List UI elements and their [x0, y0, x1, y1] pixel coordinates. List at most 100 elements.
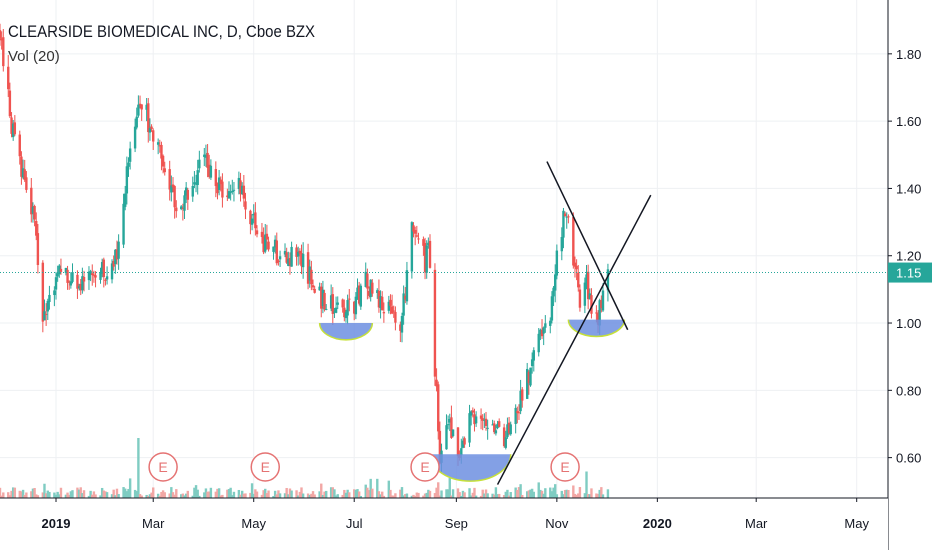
volume-bar: [353, 489, 356, 498]
candle-body: [296, 251, 300, 257]
price-tick-label: 1.00: [896, 316, 921, 331]
candle: [145, 98, 148, 122]
earnings-marker[interactable]: [250, 452, 280, 482]
candle-body: [422, 239, 425, 246]
volume-bar: [542, 493, 545, 498]
candle-body: [10, 117, 13, 134]
candle: [367, 286, 371, 299]
candle-body: [483, 419, 486, 421]
volume-bar: [412, 494, 415, 498]
candle: [359, 283, 363, 310]
candle: [595, 305, 598, 323]
volume-bar: [43, 483, 46, 498]
candle: [483, 413, 486, 429]
volume-bar: [53, 492, 56, 498]
volume-bar: [58, 494, 61, 498]
candle-body: [585, 274, 588, 286]
candle-body: [186, 189, 190, 200]
volume-bar: [64, 494, 68, 498]
volume-bar: [565, 489, 568, 498]
candle-body: [371, 282, 374, 294]
candle: [560, 227, 563, 261]
candle: [229, 184, 232, 201]
volume-bar: [450, 495, 453, 498]
volume-bar: [193, 487, 196, 498]
candle: [264, 224, 267, 254]
candle-body: [423, 243, 427, 273]
volume-bar: [333, 489, 336, 498]
volume-bar: [502, 495, 506, 498]
candle: [325, 304, 328, 311]
volume-bar: [446, 489, 450, 498]
candle-body: [521, 389, 524, 401]
candle: [242, 175, 246, 207]
volume-bar: [552, 487, 555, 498]
volume-bar: [77, 489, 81, 498]
candle: [484, 411, 488, 431]
candle-body: [525, 368, 529, 399]
candle: [530, 352, 534, 374]
candle-body: [160, 144, 163, 159]
candle: [30, 177, 33, 223]
volume-bar: [550, 491, 554, 498]
candle-body: [486, 427, 489, 429]
volume-bar: [415, 492, 419, 498]
rounded-bottom-fill: [429, 454, 511, 482]
candle-body: [23, 169, 26, 180]
volume-bar: [30, 491, 33, 498]
candle: [486, 419, 489, 440]
candle: [348, 289, 351, 312]
candle-body: [341, 299, 344, 308]
candle-body: [203, 154, 206, 157]
trendlines[interactable]: [496, 161, 652, 485]
candle: [150, 124, 153, 132]
price-axis[interactable]: 0.60 0.80 1.00 1.20 1.40 1.60 1.80 1.15: [887, 0, 932, 550]
candle-body: [147, 103, 150, 133]
earnings-marker[interactable]: [550, 452, 580, 482]
candle: [67, 280, 71, 290]
candle: [334, 296, 338, 314]
candle-body: [31, 206, 35, 214]
candle-body: [133, 126, 137, 149]
candle: [506, 417, 509, 439]
earnings-marker[interactable]: [148, 452, 178, 482]
trendline[interactable]: [496, 194, 652, 485]
volume-bar: [448, 477, 451, 498]
earnings-marker[interactable]: [410, 452, 440, 482]
candle: [390, 294, 394, 315]
candle: [565, 212, 568, 229]
candle: [353, 300, 356, 321]
candle: [413, 226, 417, 246]
trendline[interactable]: [546, 161, 629, 331]
candle-body: [456, 427, 460, 457]
volume-bar: [227, 489, 231, 498]
candle: [412, 222, 415, 238]
candle-body: [448, 418, 451, 423]
candle: [585, 265, 588, 290]
candle-body: [138, 103, 142, 105]
candle: [186, 187, 190, 210]
candle: [509, 421, 512, 436]
candle-body: [474, 416, 478, 424]
candle-body: [308, 266, 311, 281]
candle-body: [227, 191, 231, 199]
volume-bar: [56, 491, 59, 498]
candle: [415, 225, 419, 238]
volume-bar: [100, 487, 104, 498]
candle: [310, 260, 313, 291]
candle: [461, 436, 465, 449]
candle-body: [446, 424, 450, 426]
candle-body: [82, 276, 86, 282]
volume-bar: [298, 491, 302, 498]
volume-bar: [539, 489, 542, 498]
candle-body: [11, 123, 15, 138]
candle: [497, 418, 501, 428]
candle-body: [394, 311, 397, 323]
candle-body: [44, 313, 48, 315]
candle-body: [94, 275, 97, 278]
candle: [588, 288, 592, 300]
candle-body: [59, 268, 63, 272]
time-axis[interactable]: 2019 Mar May Jul Sep Nov 2020 Mar May: [0, 497, 888, 550]
